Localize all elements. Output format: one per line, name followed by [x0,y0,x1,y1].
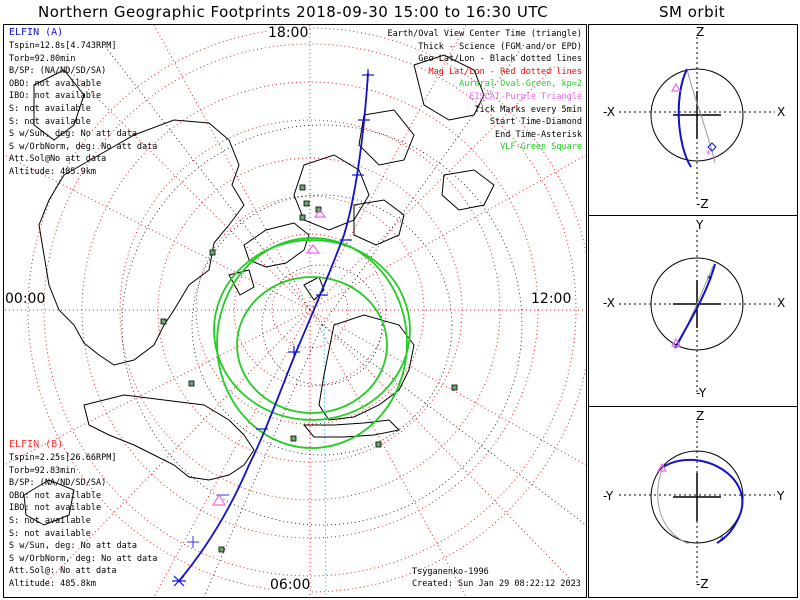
geo-grid [103,44,586,597]
info-line: Torb=92.83min [9,465,76,476]
axis-bottom: -Z [696,577,709,591]
info-line: S: not available [9,104,91,114]
cyan-meridian [323,324,327,597]
elfin-b-ticks [187,494,229,548]
legend-item: Mag Lat/Lon - Red dotted lines [428,66,582,77]
legend-item: Thick - Science (FGM and/or EPD) [418,41,582,52]
svg-text:*: * [719,534,726,547]
info-line: S w/OrbNorm, deg: No att data [9,553,158,564]
orbit-title: SM orbit [659,3,726,21]
legend-item: End Time-Asterisk [495,129,582,140]
hour-label-top: 18:00 [268,25,309,41]
orbit-panel-xy: * Y -Y -X X [588,215,798,407]
info-line: Torb=92.80min [9,53,76,64]
info-line: B/SP: (NA/ND/SD/SA) [9,66,107,77]
legend-item: VLF-Green Square [500,142,582,153]
info-line: S: not available [9,116,91,127]
info-line: IBO: not available [9,91,102,102]
axis-top: Z [696,409,705,423]
map-frame [3,24,587,598]
polar-map [4,25,586,597]
axis-right: Y [777,489,785,503]
axis-top: Y [696,218,704,232]
info-line: Att.Sol@: No att data [9,566,117,577]
info-line: Altitude: 485.8km [9,579,96,589]
info-line: OBO: not available [9,78,102,89]
legend-item: EISCAT-Purple Triangle [469,92,582,102]
info-line: S: not available [9,516,91,526]
orbit-panel-yz: * Z -Z -Y Y [588,406,798,598]
legend-item: Tick Marks every 5min [474,104,582,115]
created-label: Created: Sun Jan 29 08:22:12 2023 [412,579,581,589]
axis-left: -Y [603,489,614,503]
info-line: IBO: not available [9,503,102,514]
axis-left: -X [603,105,615,119]
elfin-b-view-triangle [211,493,227,506]
axis-left: -X [603,296,615,310]
info-line: Tspin=12.8s[4.743RPM] [9,41,117,51]
hour-label-right: 12:00 [531,291,572,307]
info-line: S: not available [9,528,91,539]
hour-label-left: 00:00 [5,291,46,307]
eiscat-triangle [305,208,327,254]
axis-bottom: -Z [696,197,709,211]
svg-text:*: * [706,273,713,286]
elfin-a-track [178,72,369,582]
orbit-plot-yz: * [619,421,775,585]
svg-text:*: * [705,148,712,161]
hour-label-bottom: 06:00 [270,577,311,593]
elfin-a-end-asterisk [172,575,186,587]
axis-top: Z [696,25,705,39]
legend-item: Start Time-Diamond [489,117,582,128]
orbit-plot-xz: * [619,37,775,201]
legend-item: Earth/Oval View Center Time (triangle) [387,29,582,39]
info-line: S w/Sun, deg: No att data [9,129,137,140]
elfin-a-name: ELFIN (A) [9,27,64,38]
info-line: Att.Sol@No att data [9,154,107,165]
vlf-stations [160,184,458,553]
axis-right: X [777,296,786,310]
page-title: Northern Geographic Footprints 2018-09-3… [38,3,549,21]
elfin-a-ticks [256,69,374,430]
info-line: S w/Sun, deg: No att data [9,541,137,552]
info-line: Altitude: 485.9km [9,167,96,177]
info-line: B/SP: (NA/ND/SD/SA) [9,478,107,489]
auroral-oval [213,237,411,449]
axis-right: X [777,105,786,119]
axis-bottom: -Y [696,386,707,400]
legend-item: Geo Lat/Lon - Black dotted lines [418,54,582,65]
info-line: Tspin=2.25s[26.66RPM] [9,453,117,463]
info-line: S w/OrbNorm, deg: No att data [9,141,158,152]
info-line: OBO: not available [9,490,102,501]
model-label: Tsyganenko-1996 [412,567,489,577]
mag-meridians [4,25,586,597]
coastlines [23,54,495,526]
orbit-plot-xy: * [619,230,775,394]
elfin-b-name: ELFIN (B) [9,439,64,450]
legend-item: Auroral Oval-Green, kp=2 [459,79,582,90]
orbit-panel-xz: * Z -Z -X X [588,24,798,216]
